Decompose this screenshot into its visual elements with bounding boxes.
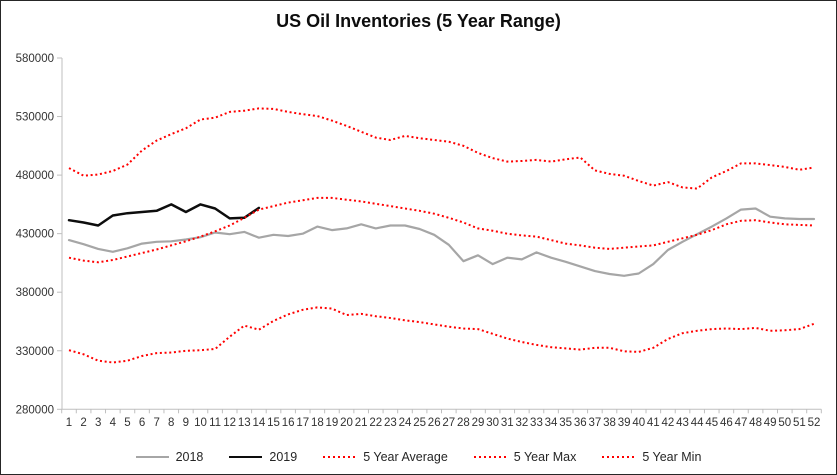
x-tick-label: 14 bbox=[253, 417, 266, 429]
x-tick-label: 32 bbox=[515, 417, 528, 429]
x-tick-label: 10 bbox=[194, 417, 207, 429]
x-tick-label: 18 bbox=[311, 417, 324, 429]
legend-label: 5 Year Max bbox=[513, 450, 577, 464]
x-tick-label: 39 bbox=[618, 417, 631, 429]
legend-label: 2018 bbox=[175, 450, 204, 464]
x-tick-label: 44 bbox=[691, 417, 704, 429]
x-tick-label: 37 bbox=[588, 417, 601, 429]
y-tick-label: 530000 bbox=[16, 112, 54, 124]
dotted-line-swatch-icon bbox=[323, 456, 357, 458]
x-tick-label: 6 bbox=[139, 417, 145, 429]
y-tick-label: 430000 bbox=[16, 229, 54, 241]
x-tick-label: 49 bbox=[764, 417, 777, 429]
x-tick-label: 40 bbox=[632, 417, 645, 429]
x-tick-label: 46 bbox=[720, 417, 733, 429]
x-tick-label: 43 bbox=[676, 417, 689, 429]
x-tick-label: 26 bbox=[428, 417, 441, 429]
x-tick-label: 34 bbox=[545, 417, 558, 429]
x-tick-label: 13 bbox=[238, 417, 251, 429]
y-tick-label: 580000 bbox=[16, 53, 54, 65]
x-tick-label: 36 bbox=[574, 417, 587, 429]
x-tick-label: 4 bbox=[110, 417, 117, 429]
x-tick-label: 1 bbox=[66, 417, 72, 429]
legend-item-5-year-max: 5 Year Max bbox=[473, 450, 577, 464]
x-tick-label: 17 bbox=[296, 417, 309, 429]
x-tick-label: 12 bbox=[223, 417, 236, 429]
x-tick-label: 42 bbox=[662, 417, 675, 429]
x-tick-label: 16 bbox=[282, 417, 295, 429]
x-tick-label: 25 bbox=[413, 417, 426, 429]
x-tick-label: 11 bbox=[209, 417, 221, 429]
x-tick-label: 7 bbox=[153, 417, 159, 429]
x-tick-label: 9 bbox=[183, 417, 189, 429]
x-tick-label: 23 bbox=[384, 417, 397, 429]
legend-label: 2019 bbox=[269, 450, 298, 464]
legend: 2018 2019 5 Year Average 5 Year Max 5 Year M… bbox=[1, 450, 836, 464]
x-tick-label: 21 bbox=[355, 417, 368, 429]
legend-label: 5 Year Average bbox=[363, 450, 448, 464]
x-tick-label: 8 bbox=[168, 417, 174, 429]
series-line-5-year-average bbox=[68, 196, 815, 264]
y-tick-label: 280000 bbox=[16, 404, 54, 416]
x-tick-label: 3 bbox=[95, 417, 101, 429]
x-tick-label: 38 bbox=[603, 417, 616, 429]
x-tick-label: 20 bbox=[340, 417, 353, 429]
series-line-5-year-min bbox=[68, 306, 815, 364]
y-tick-label: 330000 bbox=[16, 346, 54, 358]
x-tick-label: 2 bbox=[80, 417, 86, 429]
legend-item-2018: 2018 bbox=[135, 450, 204, 464]
chart-title: US Oil Inventories (5 Year Range) bbox=[276, 11, 561, 31]
x-tick-label: 52 bbox=[808, 417, 821, 429]
legend-item-5-year-min: 5 Year Min bbox=[602, 450, 701, 464]
x-tick-label: 35 bbox=[559, 417, 572, 429]
x-tick-label: 28 bbox=[457, 417, 470, 429]
legend-item-5-year-average: 5 Year Average bbox=[323, 450, 448, 464]
x-tick-label: 22 bbox=[369, 417, 382, 429]
x-tick-label: 24 bbox=[399, 417, 412, 429]
x-tick-label: 33 bbox=[530, 417, 543, 429]
x-tick-label: 41 bbox=[647, 417, 660, 429]
solid-line-swatch-icon bbox=[229, 456, 263, 458]
y-tick-label: 380000 bbox=[16, 287, 54, 299]
x-tick-label: 19 bbox=[326, 417, 339, 429]
solid-line-swatch-icon bbox=[135, 456, 169, 458]
x-tick-label: 27 bbox=[442, 417, 455, 429]
dotted-line-swatch-icon bbox=[473, 456, 507, 458]
x-tick-label: 48 bbox=[749, 417, 762, 429]
x-tick-label: 50 bbox=[778, 417, 791, 429]
x-tick-label: 30 bbox=[486, 417, 499, 429]
legend-item-2019: 2019 bbox=[229, 450, 297, 464]
series-line-2019 bbox=[67, 203, 261, 227]
x-tick-label: 51 bbox=[793, 417, 806, 429]
x-tick-label: 31 bbox=[501, 417, 514, 429]
y-tick-label: 480000 bbox=[16, 170, 54, 182]
series-line-5-year-max bbox=[68, 107, 815, 190]
x-tick-label: 29 bbox=[472, 417, 485, 429]
x-tick-label: 15 bbox=[267, 417, 280, 429]
x-tick-label: 47 bbox=[735, 417, 748, 429]
dotted-line-swatch-icon bbox=[602, 456, 636, 458]
x-tick-label: 45 bbox=[705, 417, 718, 429]
x-tick-label: 5 bbox=[124, 417, 130, 429]
legend-label: 5 Year Min bbox=[642, 450, 702, 464]
